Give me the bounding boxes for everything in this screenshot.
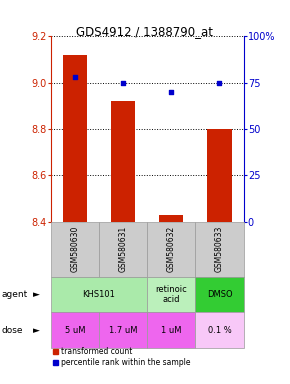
Bar xyxy=(195,222,244,276)
Text: DMSO: DMSO xyxy=(207,290,232,299)
Bar xyxy=(195,276,244,313)
Point xyxy=(121,80,125,86)
Text: dose: dose xyxy=(1,326,23,335)
Bar xyxy=(99,222,147,276)
Point xyxy=(72,74,77,80)
Text: ►: ► xyxy=(33,326,40,335)
Text: agent: agent xyxy=(1,290,28,299)
Text: GSM580630: GSM580630 xyxy=(70,226,79,272)
Text: 1 uM: 1 uM xyxy=(161,326,182,335)
Text: ►: ► xyxy=(33,290,40,299)
Bar xyxy=(195,313,244,348)
Text: 5 uM: 5 uM xyxy=(65,326,85,335)
Text: GDS4912 / 1388790_at: GDS4912 / 1388790_at xyxy=(77,25,213,38)
Text: KHS101: KHS101 xyxy=(83,290,115,299)
Bar xyxy=(147,222,195,276)
Point xyxy=(169,89,174,95)
Bar xyxy=(63,55,87,222)
Bar xyxy=(159,215,183,222)
Bar xyxy=(111,101,135,222)
Bar xyxy=(51,276,147,313)
Text: GSM580631: GSM580631 xyxy=(119,226,128,272)
Text: GSM580633: GSM580633 xyxy=(215,226,224,272)
Bar xyxy=(51,313,99,348)
Bar xyxy=(147,313,195,348)
Text: 1.7 uM: 1.7 uM xyxy=(109,326,137,335)
Bar xyxy=(51,222,99,276)
Bar xyxy=(99,313,147,348)
Point xyxy=(217,80,222,86)
Text: retinoic
acid: retinoic acid xyxy=(155,285,187,304)
Text: GSM580632: GSM580632 xyxy=(167,226,176,272)
Text: 0.1 %: 0.1 % xyxy=(208,326,231,335)
Legend: transformed count, percentile rank within the sample: transformed count, percentile rank withi… xyxy=(53,348,191,367)
Bar xyxy=(207,129,231,222)
Bar xyxy=(147,276,195,313)
